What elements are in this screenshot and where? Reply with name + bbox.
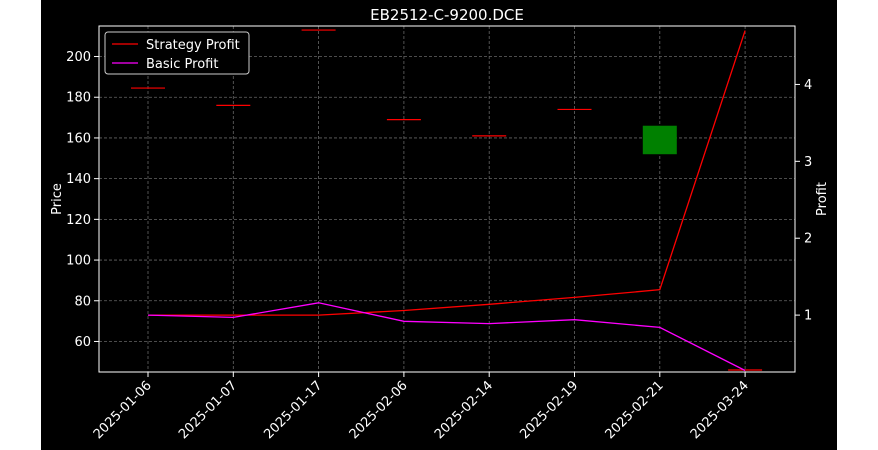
price-candle [642, 125, 677, 155]
chart-title: EB2512-C-9200.DCE [370, 6, 524, 24]
y-left-tick-label: 160 [66, 131, 91, 146]
y-right-tick-label: 2 [804, 232, 812, 247]
legend-box [104, 31, 250, 75]
legend-label-basic-profit: Basic Profit [146, 57, 218, 72]
y-left-tick-label: 140 [66, 172, 91, 187]
y-axis-left: 60 80 100 120 140 160 180 200 [66, 50, 99, 350]
y-left-tick-label: 200 [66, 50, 91, 65]
y-axis-left-label: Price [50, 183, 65, 215]
y-left-tick-label: 100 [66, 254, 91, 269]
legend-label-strategy-profit: Strategy Profit [146, 38, 240, 53]
y-left-tick-label: 60 [74, 335, 91, 350]
y-left-tick-label: 180 [66, 91, 91, 106]
legend: Strategy Profit Basic Profit [104, 31, 250, 75]
series-line-basic-profit [147, 302, 746, 372]
y-left-tick-label: 80 [74, 294, 91, 309]
y-right-tick-label: 4 [804, 78, 812, 93]
y-axis-right-label: Profit [815, 182, 830, 216]
profit-series [147, 30, 746, 372]
plot-frame [98, 25, 796, 373]
figure-background [41, 0, 837, 450]
price-candles [131, 29, 763, 371]
y-right-tick-label: 3 [804, 155, 812, 170]
y-axis-right: 1 2 3 4 [795, 78, 812, 324]
y-left-tick-label: 120 [66, 213, 91, 228]
y-right-tick-label: 1 [804, 309, 812, 324]
